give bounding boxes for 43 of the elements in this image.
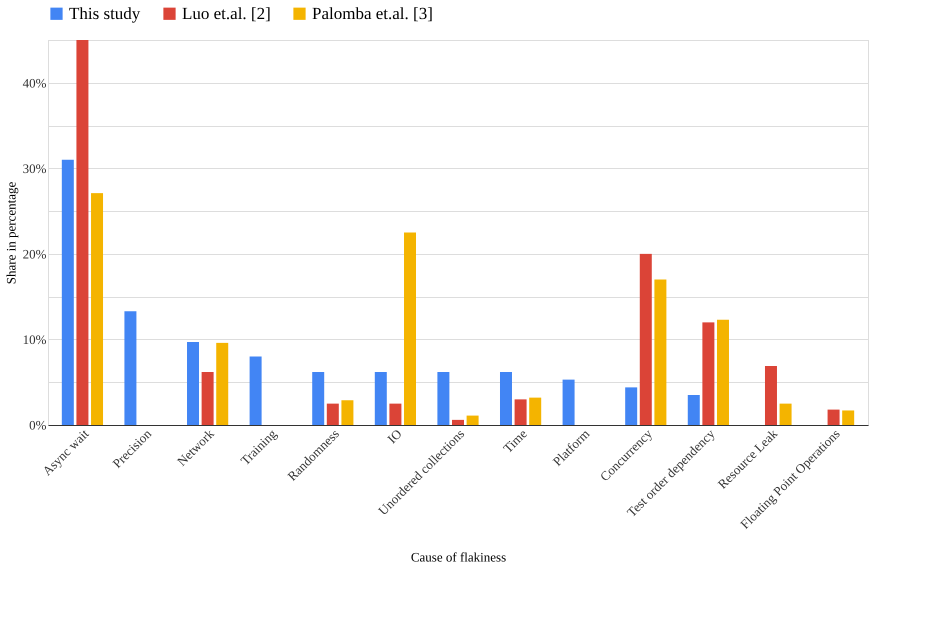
bar: [466, 416, 479, 425]
bar: [764, 366, 777, 425]
y-tick-label: 20%: [22, 246, 47, 262]
legend-label: This study: [69, 4, 141, 23]
bar: [842, 410, 854, 425]
bar: [452, 420, 464, 425]
bar: [437, 372, 450, 425]
bar: [312, 372, 324, 425]
bar: [202, 372, 214, 425]
bar: [500, 372, 512, 425]
bar: [374, 372, 387, 425]
bar: [514, 399, 527, 425]
bar: [780, 404, 792, 425]
bar: [91, 193, 104, 425]
bar: [640, 254, 652, 425]
bar: [341, 400, 354, 425]
bar: [654, 280, 666, 425]
bar: [562, 380, 575, 425]
bar: [529, 398, 542, 425]
bar: [187, 342, 200, 425]
legend-label: Luo et.al. [2]: [182, 4, 271, 23]
bar: [62, 160, 74, 425]
y-tick-label: 10%: [22, 332, 47, 347]
bar: [76, 40, 88, 425]
y-tick-label: 30%: [22, 160, 47, 176]
bar: [389, 404, 402, 425]
x-axis-title: Cause of flakiness: [410, 550, 506, 565]
bar: [688, 395, 700, 425]
bar: [828, 410, 840, 425]
y-tick-label: 40%: [22, 75, 47, 90]
bar: [625, 387, 638, 425]
bar: [702, 322, 714, 425]
x-tick-label: IO: [384, 426, 405, 446]
legend-label: Palomba et.al. [3]: [312, 4, 433, 23]
bar: [216, 342, 228, 425]
bar: [250, 356, 262, 425]
bar: [326, 404, 339, 425]
y-tick-label: 0%: [29, 418, 47, 432]
x-tick-label: Time: [500, 426, 530, 456]
y-axis-title: Share in percentage: [4, 182, 19, 284]
bar: [404, 232, 416, 425]
bar: [124, 311, 136, 425]
bar: [716, 320, 729, 425]
